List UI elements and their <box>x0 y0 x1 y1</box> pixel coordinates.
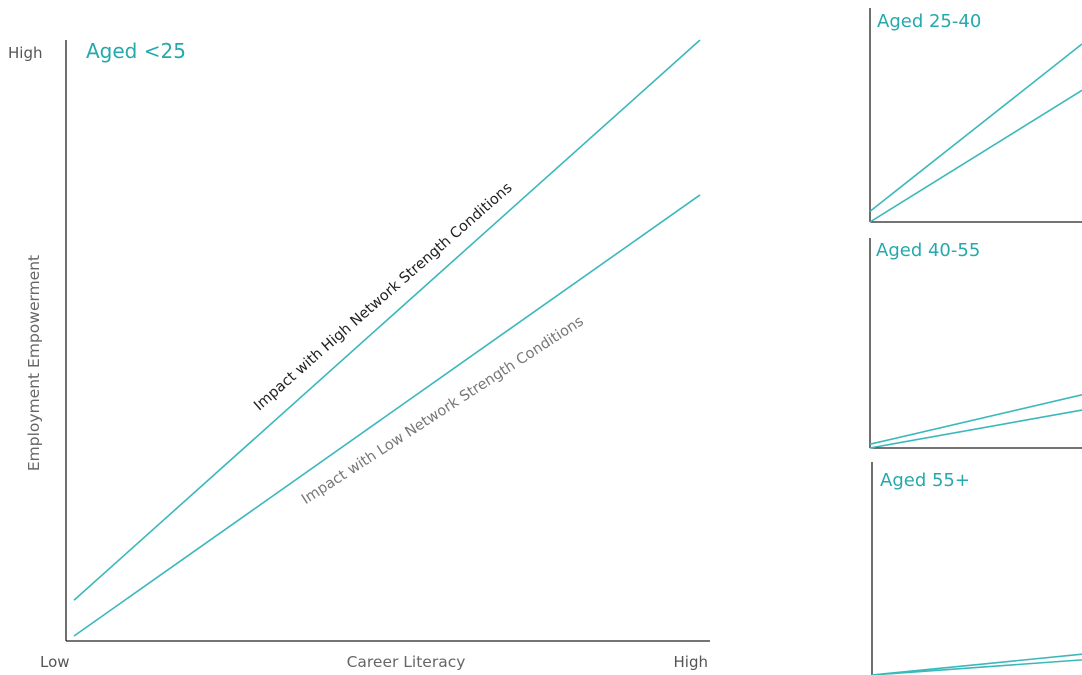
series-line-high-network <box>73 39 701 601</box>
series-line-low-network <box>869 89 1082 223</box>
x-axis-title: Career Literacy <box>347 653 466 671</box>
y-axis-title: Employment Empowerment <box>25 255 43 471</box>
series-line-low-network <box>871 659 1082 675</box>
y-tick-high: High <box>8 44 42 62</box>
panel-title: Aged 25-40 <box>877 11 981 32</box>
panel-aged-40-55: Aged 40-55 <box>869 238 1082 449</box>
panel-aged-under-25: Aged <25 High Low High Career Literacy E… <box>8 39 710 671</box>
series-line-low-network <box>73 194 701 637</box>
x-tick-high: High <box>674 653 708 671</box>
panel-title: Aged 55+ <box>880 470 970 491</box>
panel-title: Aged <25 <box>86 39 186 63</box>
series-line-high-network <box>871 653 1082 675</box>
x-tick-low: Low <box>40 653 70 671</box>
series-line-low-network <box>869 409 1082 449</box>
series-line-high-network <box>869 43 1082 212</box>
panel-aged-55-plus: Aged 55+ <box>871 462 1082 675</box>
panel-title: Aged 40-55 <box>876 240 980 261</box>
panel-aged-25-40: Aged 25-40 <box>869 8 1082 223</box>
series-line-high-network <box>869 394 1082 445</box>
